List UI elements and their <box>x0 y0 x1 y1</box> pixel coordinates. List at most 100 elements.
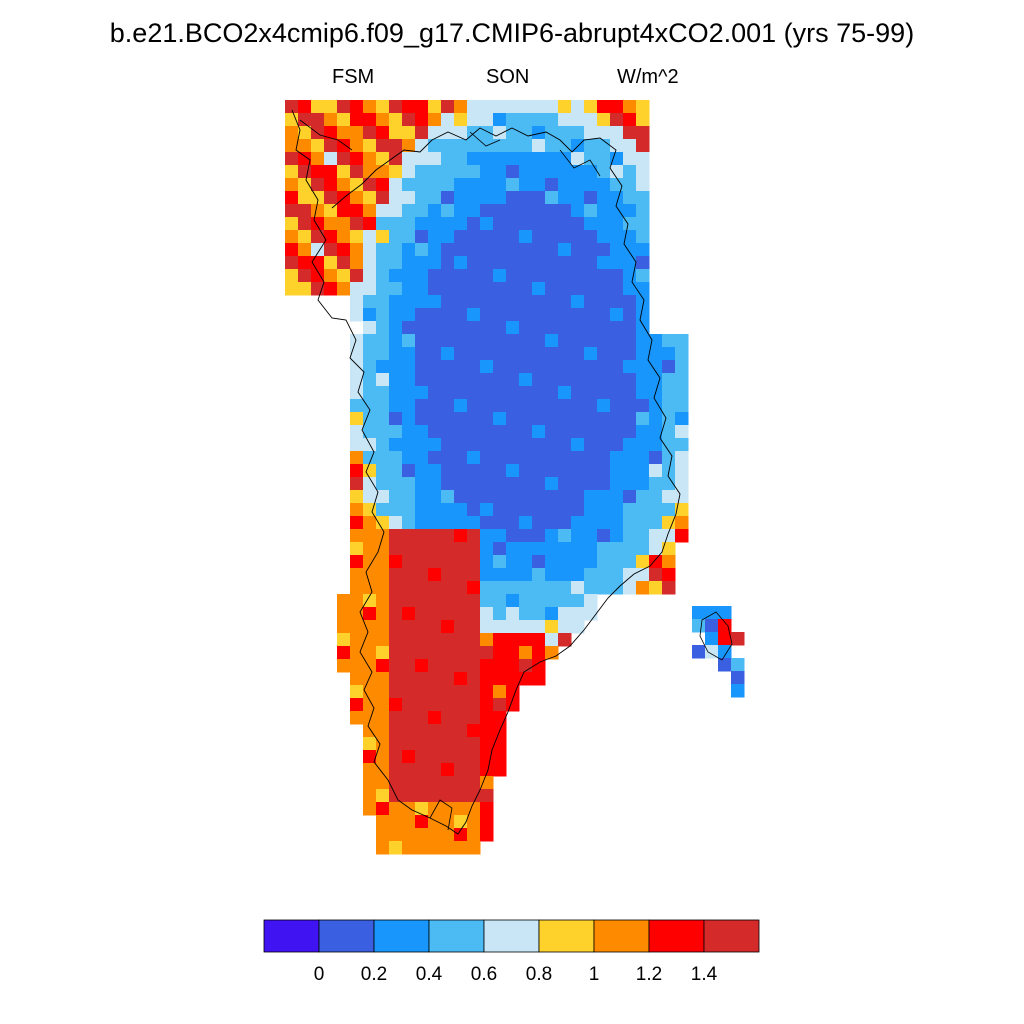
map-cell <box>402 477 416 491</box>
map-cell <box>428 789 442 803</box>
map-cell <box>480 217 494 231</box>
map-cell <box>493 763 507 777</box>
map-cell <box>558 607 572 621</box>
map-cell <box>389 217 403 231</box>
map-cell <box>428 386 442 400</box>
map-cell <box>519 412 533 426</box>
map-cell <box>350 334 364 348</box>
map-cell <box>311 178 325 192</box>
map-cell <box>506 139 520 153</box>
map-cell <box>389 347 403 361</box>
map-cell <box>480 256 494 270</box>
map-cell <box>623 139 637 153</box>
map-cell <box>324 269 338 283</box>
map-cell <box>415 126 429 140</box>
map-cell <box>311 204 325 218</box>
map-cell <box>376 113 390 127</box>
map-cell <box>480 412 494 426</box>
map-cell <box>493 165 507 179</box>
map-cell <box>623 165 637 179</box>
colorbar-box <box>263 919 320 953</box>
map-cell <box>376 204 390 218</box>
map-cell <box>337 113 351 127</box>
map-cell <box>402 659 416 673</box>
map-cell <box>493 516 507 530</box>
map-cell <box>558 438 572 452</box>
map-cell <box>350 347 364 361</box>
map-cell <box>337 243 351 257</box>
map-cell <box>532 139 546 153</box>
map-cell <box>545 295 559 309</box>
map-cell <box>402 373 416 387</box>
map-cell <box>454 672 468 686</box>
map-cell <box>610 386 624 400</box>
map-cell <box>389 490 403 504</box>
map-cell <box>506 477 520 491</box>
colorbar-box <box>428 919 485 953</box>
map-cell <box>376 542 390 556</box>
map-cell <box>519 568 533 582</box>
map-cell <box>493 581 507 595</box>
map-cell <box>428 230 442 244</box>
map-cell <box>545 178 559 192</box>
map-cell <box>662 542 676 556</box>
map-cell <box>610 542 624 556</box>
map-cell <box>506 594 520 608</box>
map-cell <box>402 269 416 283</box>
map-cell <box>623 126 637 140</box>
map-cell <box>584 425 598 439</box>
map-cell <box>441 633 455 647</box>
map-cell <box>571 334 585 348</box>
map-cell <box>337 269 351 283</box>
map-cell <box>597 282 611 296</box>
map-cell <box>415 568 429 582</box>
map-cell <box>480 789 494 803</box>
map-cell <box>402 178 416 192</box>
map-cell <box>493 711 507 725</box>
map-cell <box>376 230 390 244</box>
map-cell <box>519 581 533 595</box>
map-cell <box>350 698 364 712</box>
map-cell <box>441 620 455 634</box>
map-cell <box>506 529 520 543</box>
map-cell <box>350 217 364 231</box>
map-cell <box>428 321 442 335</box>
map-cell <box>692 606 706 620</box>
map-cell <box>376 763 390 777</box>
map-cell <box>324 243 338 257</box>
map-cell <box>454 711 468 725</box>
map-cell <box>610 321 624 335</box>
map-cell <box>532 633 546 647</box>
map-cell <box>467 607 481 621</box>
map-cell <box>480 646 494 660</box>
map-cell <box>363 789 377 803</box>
map-cell <box>467 113 481 127</box>
map-cell <box>636 399 650 413</box>
map-cell <box>571 217 585 231</box>
map-cell <box>662 438 676 452</box>
map-cell <box>324 139 338 153</box>
map-cell <box>389 646 403 660</box>
map-cell <box>636 321 650 335</box>
map-cell <box>350 425 364 439</box>
map-cell <box>428 568 442 582</box>
map-cell <box>454 308 468 322</box>
map-cell <box>545 230 559 244</box>
map-cell <box>597 347 611 361</box>
map-cell <box>623 152 637 166</box>
map-cell <box>493 113 507 127</box>
map-cell <box>558 373 572 387</box>
map-cell <box>363 711 377 725</box>
map-cell <box>350 659 364 673</box>
map-cell <box>675 386 689 400</box>
map-cell <box>389 698 403 712</box>
map-cell <box>480 503 494 517</box>
map-cell <box>532 230 546 244</box>
map-cell <box>441 737 455 751</box>
map-cell <box>298 100 312 114</box>
map-cell <box>337 204 351 218</box>
map-cell <box>298 191 312 205</box>
map-cell <box>519 620 533 634</box>
map-cell <box>441 477 455 491</box>
map-cell <box>519 217 533 231</box>
